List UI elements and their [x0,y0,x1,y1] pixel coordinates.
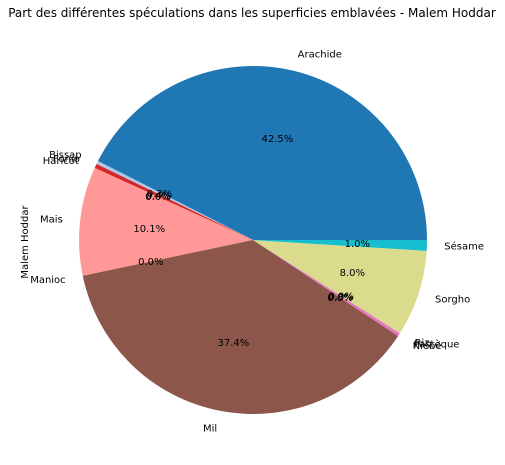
slice-pasteque [253,240,400,336]
label-sesame: Sésame [444,241,484,253]
slice-mais [79,167,253,276]
label-niebe: Niébé [413,340,442,352]
y-axis-label: Malem Hoddar [20,205,31,279]
label-haricot: Haricot [43,156,79,167]
pie-slices [79,66,427,414]
slice-sorgho [253,240,427,334]
pct-pasteque: 0.3% [328,292,353,303]
pct-mais: 10.1% [133,224,165,235]
pct-arachide: 42.5% [261,134,293,145]
label-manioc: Manioc [30,275,66,286]
pie-labels: Arachide 42.5% Bissap 0.3% Fonio 0.4% Haricot 0… [30,49,484,434]
label-arachide: Arachide [298,49,342,60]
label-sorgho: Sorgho [435,295,470,306]
pct-manioc: 0.0% [138,257,163,268]
slice-fonio [94,163,253,240]
pct-fonio: 0.4% [146,191,171,202]
label-mais: Mais [40,214,63,225]
slice-bissap [96,161,254,240]
slice-mil [82,240,399,414]
pct-riz: 0.0% [328,291,353,302]
label-mil: Mil [203,424,217,435]
slice-sesame [253,240,427,251]
label-fonio: Fonio [53,154,80,165]
pct-bissap: 0.3% [147,189,172,200]
pct-niebe: 0.0% [327,293,352,304]
label-riz: Riz [415,338,430,349]
pct-sesame: 1.0% [345,239,370,250]
pct-haricot: 0.0% [145,192,170,203]
chart-title: Part des différentes spéculations dans l… [8,6,496,20]
pct-sorgho: 8.0% [340,268,365,279]
pct-mil: 37.4% [218,338,250,349]
slice-arachide [97,66,427,241]
label-pasteque: Pastèque [414,339,460,351]
label-bissap: Bissap [49,150,82,161]
